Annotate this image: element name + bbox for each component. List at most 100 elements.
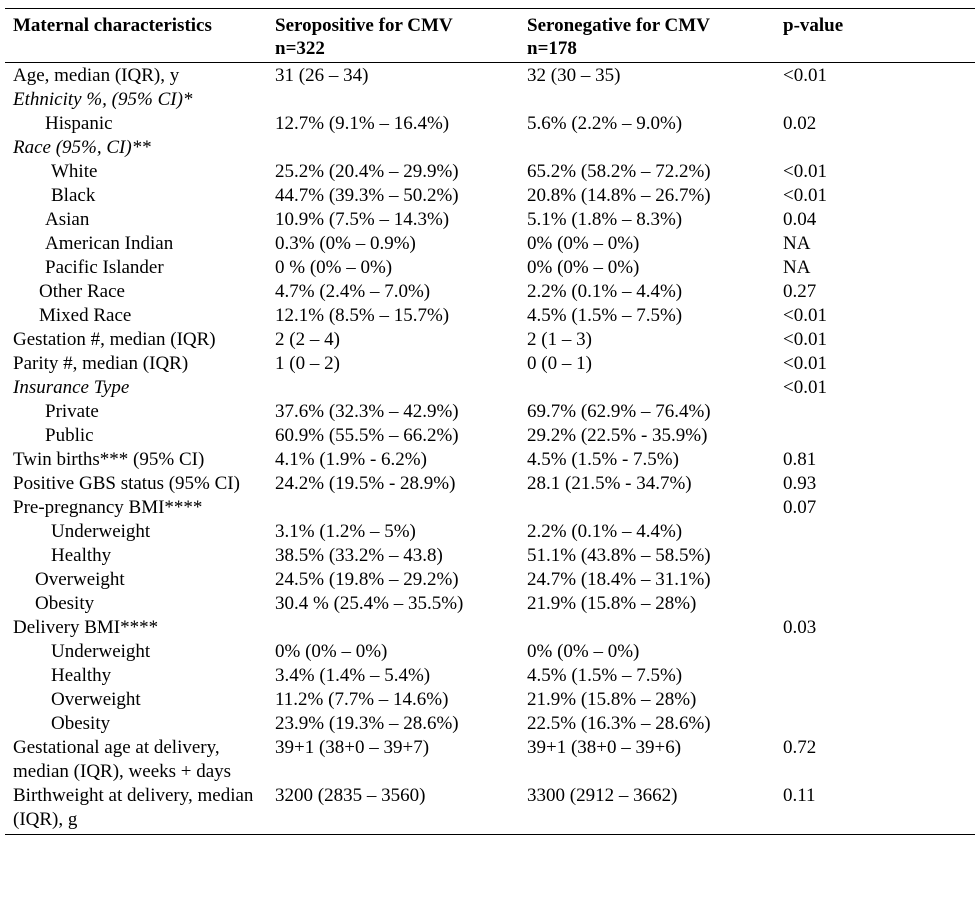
seropositive-value: 24.2% (19.5% - 28.9%) — [275, 473, 456, 494]
row-label: Overweight — [51, 689, 141, 710]
header-seropositive-title: Seropositive for CMV — [275, 15, 453, 36]
seronegative-value: 29.2% (22.5% - 35.9%) — [527, 425, 708, 446]
seronegative-value: 3300 (2912 – 3662) — [527, 785, 678, 806]
seropositive-value: 3.1% (1.2% – 5%) — [275, 521, 416, 542]
row-label: Delivery BMI**** — [13, 617, 159, 638]
p-value — [775, 688, 975, 712]
p-value: 0.27 — [783, 281, 817, 302]
row-label: White — [51, 161, 98, 182]
header-p-value: p-value — [783, 15, 844, 36]
row-label: Other Race — [39, 281, 125, 302]
seropositive-value — [267, 616, 519, 640]
seronegative-value: 2.2% (0.1% – 4.4%) — [527, 521, 683, 542]
table-row: Healthy 3.4% (1.4% – 5.4%) 4.5% (1.5% – 7.… — [5, 664, 975, 688]
seropositive-value: 24.5% (19.8% – 29.2%) — [275, 569, 459, 590]
row-label: Birthweight at delivery, median (IQR), g — [13, 785, 254, 830]
seropositive-value — [267, 376, 519, 400]
p-value: 0.04 — [783, 209, 817, 230]
seronegative-value — [519, 496, 775, 520]
seropositive-value: 11.2% (7.7% – 14.6%) — [275, 689, 449, 710]
p-value — [775, 88, 975, 112]
seropositive-value: 0.3% (0% – 0.9%) — [275, 233, 416, 254]
p-value: 0.81 — [783, 449, 817, 470]
seropositive-value — [267, 88, 519, 112]
header-seronegative-n: n=178 — [527, 38, 577, 59]
table-row: Age, median (IQR), y 31 (26 – 34) 32 (30 –… — [5, 63, 975, 89]
table-row: Hispanic 12.7% (9.1% – 16.4%) 5.6% (2.2% –… — [5, 112, 975, 136]
seropositive-value: 31 (26 – 34) — [275, 65, 369, 86]
p-value: 0.03 — [783, 617, 817, 638]
seropositive-value: 10.9% (7.5% – 14.3%) — [275, 209, 450, 230]
seronegative-value: 4.5% (1.5% - 7.5%) — [527, 449, 679, 470]
p-value — [775, 136, 975, 160]
table-row: Positive GBS status (95% CI) 24.2% (19.5%… — [5, 472, 975, 496]
p-value — [775, 568, 975, 592]
row-label: Parity #, median (IQR) — [13, 353, 189, 374]
row-label: Gestational age at delivery, median (IQR… — [13, 737, 232, 782]
seronegative-value: 4.5% (1.5% – 7.5%) — [527, 305, 683, 326]
table-row: Obesity 23.9% (19.3% – 28.6%) 22.5% (16.3%… — [5, 712, 975, 736]
table-row: Gestational age at delivery, median (IQR… — [5, 736, 975, 784]
table-row: White 25.2% (20.4% – 29.9%) 65.2% (58.2% –… — [5, 160, 975, 184]
p-value — [775, 592, 975, 616]
seropositive-value: 12.1% (8.5% – 15.7%) — [275, 305, 450, 326]
row-label: Insurance Type — [13, 377, 130, 398]
seropositive-value: 2 (2 – 4) — [275, 329, 340, 350]
p-value: NA — [783, 257, 811, 278]
seropositive-value: 1 (0 – 2) — [275, 353, 340, 374]
table-row: Pre-pregnancy BMI**** 0.07 — [5, 496, 975, 520]
row-label: Hispanic — [45, 113, 113, 134]
seropositive-value: 12.7% (9.1% – 16.4%) — [275, 113, 450, 134]
table-row: American Indian 0.3% (0% – 0.9%) 0% (0% – … — [5, 232, 975, 256]
seropositive-value — [267, 496, 519, 520]
row-label: Age, median (IQR), y — [13, 65, 180, 86]
row-label: Underweight — [51, 521, 151, 542]
row-label: Positive GBS status (95% CI) — [13, 473, 240, 494]
seronegative-value: 0% (0% – 0%) — [527, 257, 640, 278]
table-body: Age, median (IQR), y 31 (26 – 34) 32 (30 –… — [5, 63, 975, 835]
seropositive-value: 37.6% (32.3% – 42.9%) — [275, 401, 459, 422]
row-label: Race (95%, CI)** — [13, 137, 151, 158]
row-label: Asian — [45, 209, 90, 230]
table-row: Black 44.7% (39.3% – 50.2%) 20.8% (14.8% –… — [5, 184, 975, 208]
row-label: Obesity — [51, 713, 111, 734]
table-row: Overweight 24.5% (19.8% – 29.2%) 24.7% (18… — [5, 568, 975, 592]
p-value — [775, 712, 975, 736]
row-label: Underweight — [51, 641, 151, 662]
seronegative-value: 2 (1 – 3) — [527, 329, 592, 350]
seropositive-value: 44.7% (39.3% – 50.2%) — [275, 185, 459, 206]
table-row: Other Race 4.7% (2.4% – 7.0%) 2.2% (0.1% –… — [5, 280, 975, 304]
header-row: Maternal characteristics Seropositive fo… — [5, 9, 975, 63]
seronegative-value: 2.2% (0.1% – 4.4%) — [527, 281, 683, 302]
p-value: <0.01 — [783, 305, 827, 326]
table-row: Private 37.6% (32.3% – 42.9%) 69.7% (62.9%… — [5, 400, 975, 424]
seropositive-value: 0% (0% – 0%) — [275, 641, 388, 662]
seronegative-value: 22.5% (16.3% – 28.6%) — [527, 713, 711, 734]
maternal-characteristics-table-container: Maternal characteristics Seropositive fo… — [5, 8, 975, 835]
table-row: Ethnicity %, (95% CI)* — [5, 88, 975, 112]
table-row: Twin births*** (95% CI) 4.1% (1.9% - 6.2%… — [5, 448, 975, 472]
table-row: Public 60.9% (55.5% – 66.2%) 29.2% (22.5% … — [5, 424, 975, 448]
row-label: Public — [45, 425, 94, 446]
header-maternal-characteristics: Maternal characteristics — [13, 15, 212, 36]
p-value: <0.01 — [783, 329, 827, 350]
table-row: Obesity 30.4 % (25.4% – 35.5%) 21.9% (15.8… — [5, 592, 975, 616]
seropositive-value: 38.5% (33.2% – 43.8) — [275, 545, 443, 566]
seronegative-value — [519, 376, 775, 400]
seropositive-value — [267, 136, 519, 160]
seronegative-value: 21.9% (15.8% – 28%) — [527, 593, 697, 614]
row-label: Black — [51, 185, 96, 206]
row-label: Mixed Race — [39, 305, 132, 326]
p-value: <0.01 — [783, 161, 827, 182]
table-header: Maternal characteristics Seropositive fo… — [5, 9, 975, 63]
seropositive-value: 60.9% (55.5% – 66.2%) — [275, 425, 459, 446]
seronegative-value: 20.8% (14.8% – 26.7%) — [527, 185, 711, 206]
p-value: <0.01 — [783, 185, 827, 206]
seronegative-value: 69.7% (62.9% – 76.4%) — [527, 401, 711, 422]
p-value: <0.01 — [783, 377, 827, 398]
seronegative-value: 51.1% (43.8% – 58.5%) — [527, 545, 711, 566]
seronegative-value: 0% (0% – 0%) — [527, 233, 640, 254]
p-value — [775, 640, 975, 664]
seronegative-value: 39+1 (38+0 – 39+6) — [527, 737, 682, 758]
p-value — [775, 664, 975, 688]
